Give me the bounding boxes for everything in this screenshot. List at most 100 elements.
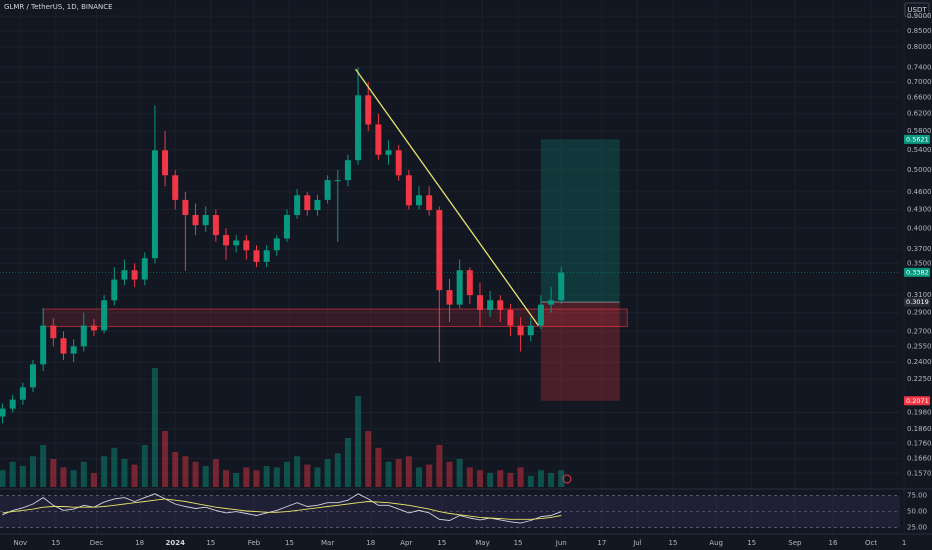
volume-bar: [50, 459, 57, 487]
candle-body: [80, 325, 87, 347]
target-area: [540, 139, 620, 303]
volume-bar: [9, 461, 16, 487]
y-tick-label: 0.3700: [907, 245, 932, 253]
candle-body: [507, 309, 514, 326]
x-tick-label: 2024: [165, 539, 185, 547]
x-tick-label: 16: [828, 539, 837, 547]
volume-bar: [558, 470, 565, 487]
price-tag: [904, 134, 930, 144]
y-tick-label: 0.5400: [907, 146, 932, 154]
volume-bar: [375, 447, 382, 487]
candle-body: [90, 325, 97, 331]
candle-body: [416, 195, 423, 206]
volume-bar: [90, 473, 97, 487]
candle-body: [19, 387, 26, 400]
volume-bar: [365, 431, 372, 487]
price-tag-label: 0.3382: [906, 268, 929, 276]
volume-bar: [60, 467, 67, 487]
candle-body: [476, 295, 483, 310]
y-tick-label: 0.2550: [907, 342, 932, 350]
volume-bar: [101, 456, 108, 487]
candle-body: [131, 270, 138, 280]
volume-bar: [223, 470, 230, 487]
y-tick-label: 0.5800: [907, 127, 932, 135]
y-tick-label: 0.1660: [907, 455, 932, 463]
volume-bar: [19, 466, 26, 487]
x-tick-label: Jul: [632, 539, 642, 547]
candle-body: [40, 325, 47, 365]
y-tick-label: 0.3500: [907, 259, 932, 267]
currency-box[interactable]: [904, 2, 930, 18]
volume-bar: [202, 466, 209, 487]
y-tick-label: 0.4300: [907, 205, 932, 213]
candle-body: [385, 150, 392, 155]
price-tag-label: 0.5621: [906, 135, 929, 143]
trendline: [355, 68, 539, 326]
volume-bar: [527, 475, 534, 487]
volume-bar: [446, 461, 453, 487]
x-tick-label: 15: [747, 539, 756, 547]
volume-bar: [304, 464, 311, 487]
candle-body: [314, 199, 321, 211]
x-tick-label: Sep: [788, 539, 802, 547]
candle-body: [294, 195, 301, 216]
volume-bar: [334, 453, 341, 487]
x-tick-label: 18: [135, 539, 144, 547]
y-tick-label: 0.2250: [907, 375, 932, 383]
indicator-icon[interactable]: [562, 474, 572, 484]
rsi-line: [2, 493, 562, 524]
volume-bar: [70, 470, 77, 487]
volume-bar: [121, 459, 128, 487]
volume-bar: [0, 470, 6, 487]
y-tick-label: 0.2900: [907, 309, 932, 317]
price-pane: [0, 67, 900, 487]
x-tick-label: Mar: [321, 539, 334, 547]
candle-body: [70, 346, 77, 354]
x-tick-label: May: [475, 539, 489, 547]
candle-body: [111, 279, 118, 301]
currency[interactable]: USDT: [907, 6, 927, 14]
x-tick-label: 15: [437, 539, 446, 547]
volume-bar: [80, 461, 87, 487]
price-tag-label: 0.3019: [906, 298, 929, 306]
y-tick-label: 0.4000: [907, 224, 932, 232]
volume-bar: [111, 447, 118, 487]
candle-body: [243, 240, 250, 251]
volume-bar: [548, 473, 555, 487]
candle-body: [121, 270, 128, 280]
volume-bar: [456, 459, 463, 487]
volume-bar: [405, 456, 412, 487]
volume-bar: [476, 470, 483, 487]
x-tick-label: 1: [902, 539, 906, 547]
candle-body: [527, 325, 534, 336]
volume-bar: [233, 473, 240, 487]
volume-bar: [243, 467, 250, 487]
candle-body: [60, 338, 67, 354]
volume-bar: [192, 461, 199, 487]
price-tag: [904, 267, 930, 277]
candle-body: [344, 160, 351, 181]
volume-bar: [517, 467, 524, 487]
candle-body: [283, 215, 290, 239]
volume-bar: [273, 467, 280, 487]
y-tick-label: 0.7400: [907, 63, 932, 71]
volume-bar: [436, 445, 443, 487]
y-tick-label: 0.6200: [907, 110, 932, 118]
volume-bar: [253, 470, 260, 487]
candle-body: [151, 150, 158, 259]
volume-bar: [30, 456, 37, 487]
volume-bar: [314, 467, 321, 487]
candle-body: [253, 250, 260, 262]
candle-body: [537, 304, 544, 326]
candle-body: [334, 180, 341, 182]
volume-bar: [283, 461, 290, 487]
candle-body: [365, 95, 372, 125]
y-tick-label: 0.9000: [907, 12, 932, 20]
y-tick-label: 0.3100: [907, 291, 932, 299]
candle-body: [141, 258, 148, 280]
y-tick-label: 0.1570: [907, 469, 932, 477]
x-tick-label: 15: [669, 539, 678, 547]
volume-bar: [487, 473, 494, 487]
candle-body: [0, 408, 6, 417]
candle-body: [456, 270, 463, 305]
